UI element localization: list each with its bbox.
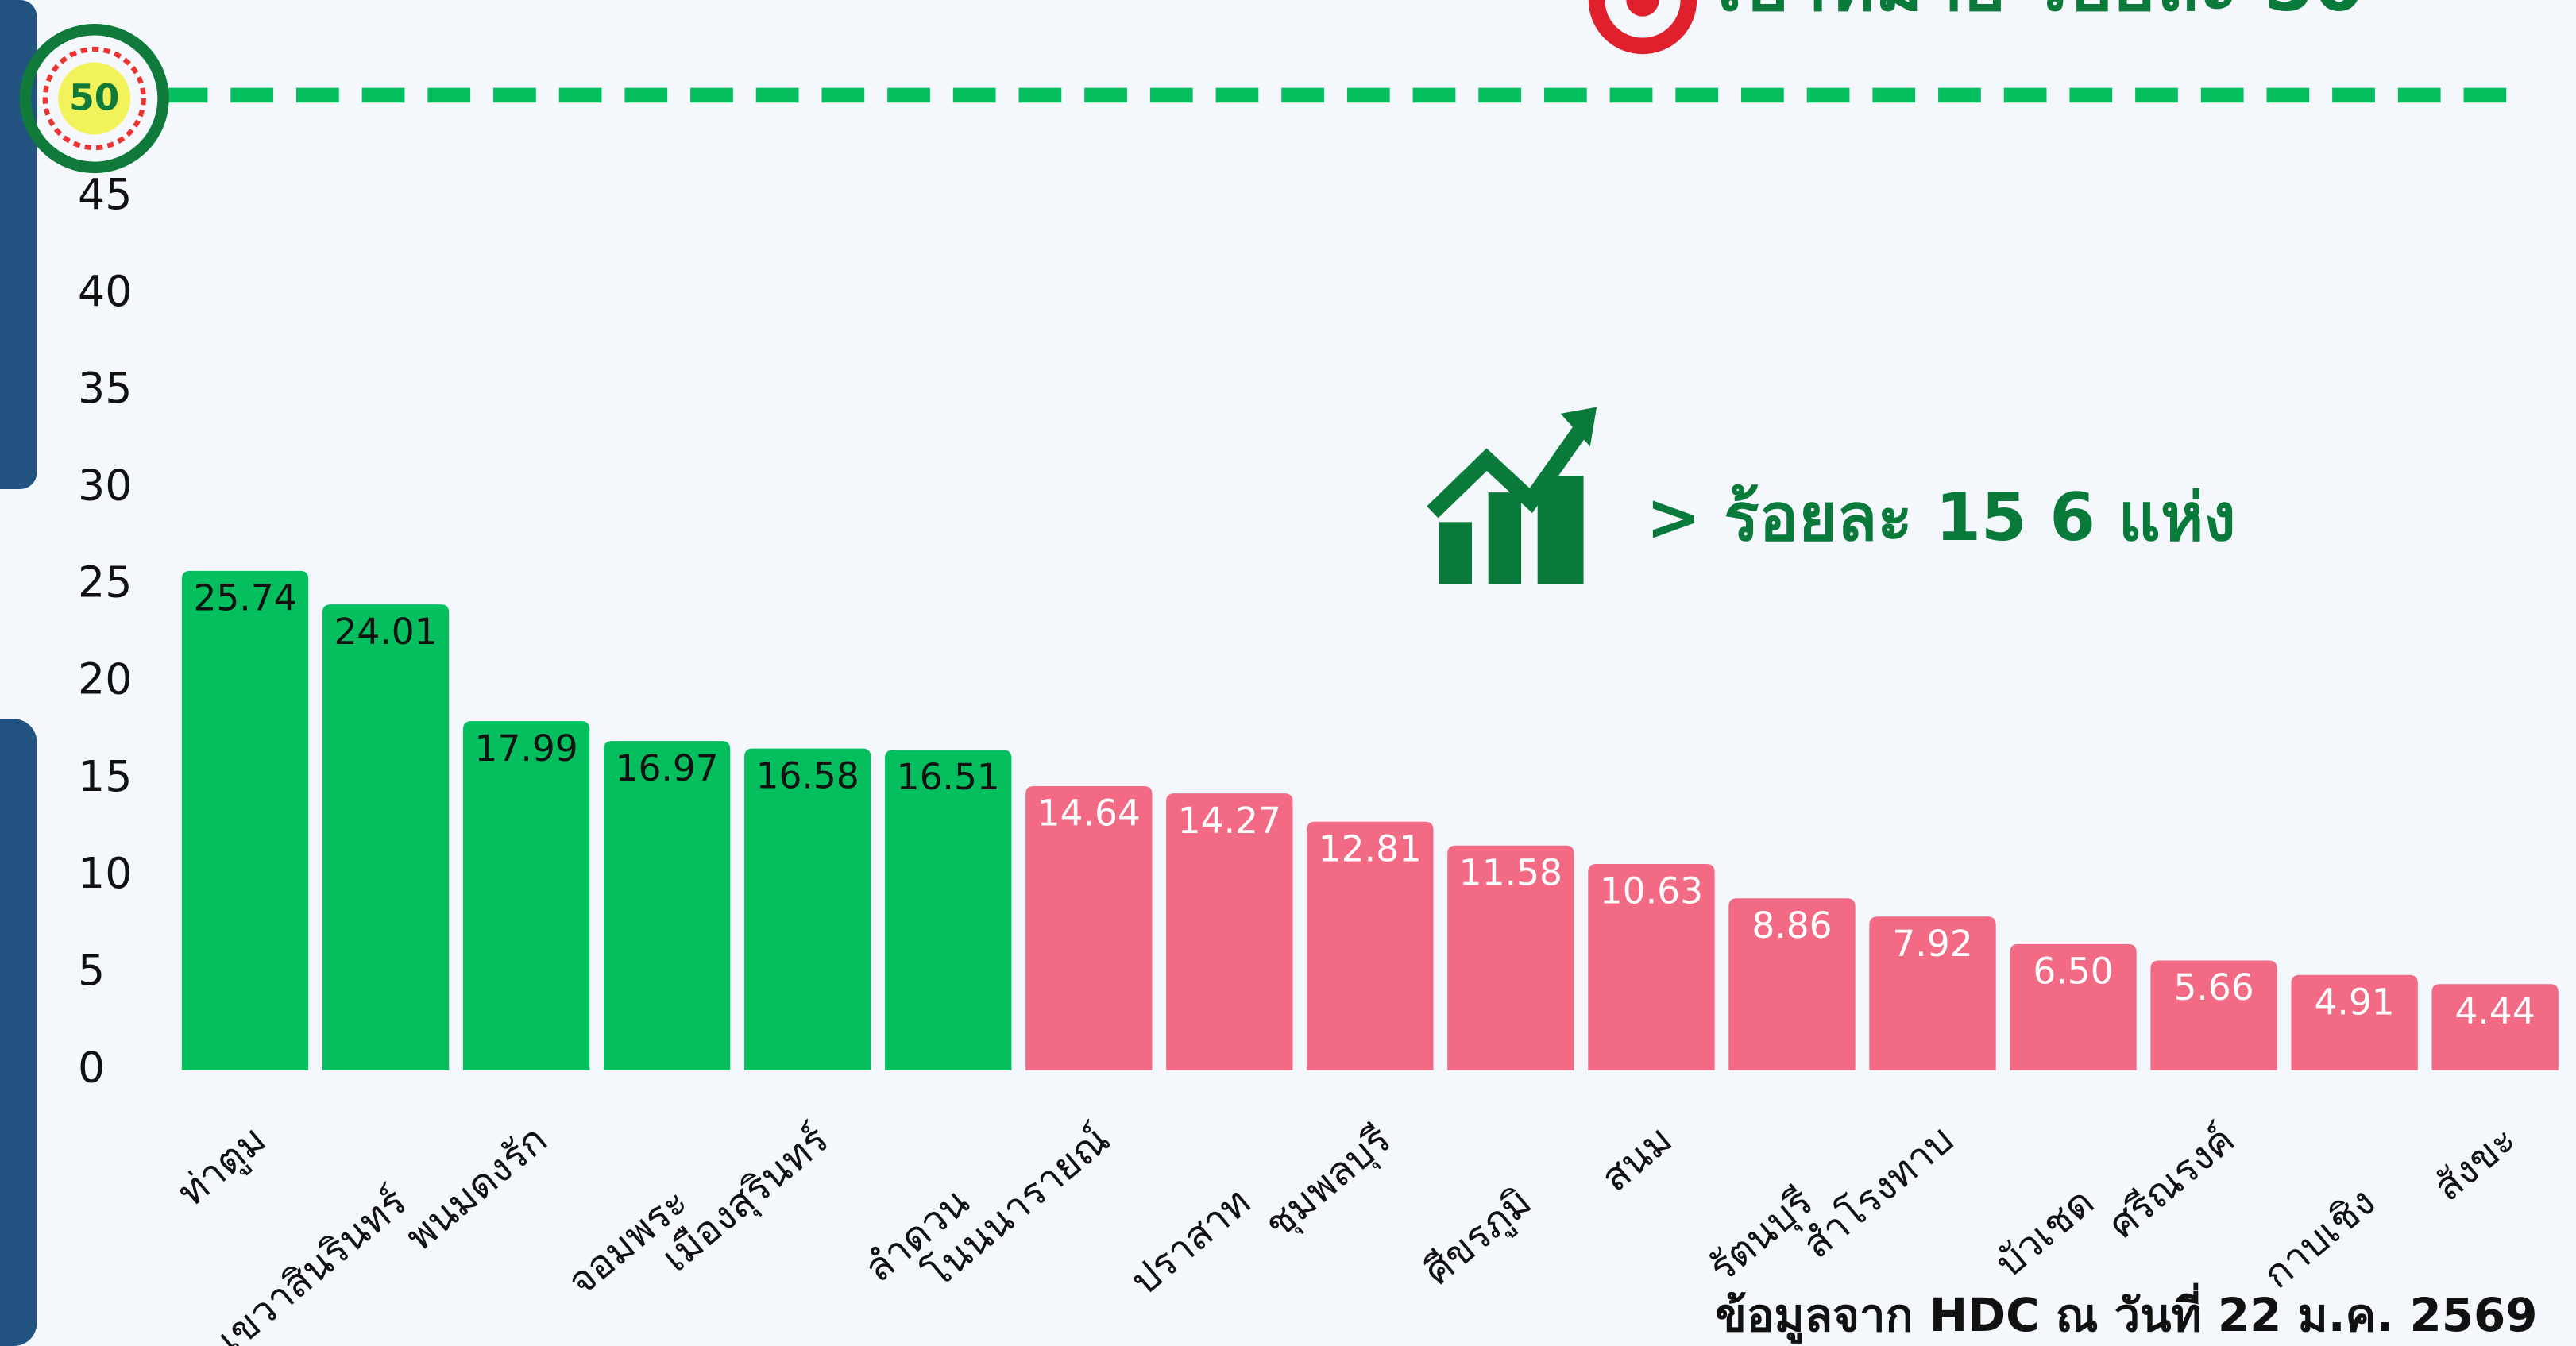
- target-center: [58, 62, 131, 135]
- bar: [2010, 943, 2137, 1070]
- y-tick-label: 20: [78, 654, 132, 704]
- value-label: 10.63: [1600, 870, 1703, 912]
- annotation: > ร้อยละ 15 6 แห่ง: [1646, 480, 2236, 556]
- y-tick-label: 0: [78, 1042, 105, 1092]
- value-label: 14.64: [1037, 793, 1141, 835]
- bar: [1166, 793, 1293, 1070]
- y-tick-label: 15: [78, 751, 132, 801]
- y-tick-label: 35: [78, 363, 132, 413]
- y-tick-label: 30: [78, 460, 132, 510]
- value-label: 16.58: [756, 754, 859, 796]
- source: ข้อมูลจาก HDC ณ วันที่ 22 ม.ค. 2569: [1715, 1282, 2537, 1344]
- trend-icon: [1427, 407, 1597, 584]
- bar: [1447, 845, 1574, 1070]
- y-tick-label: 10: [78, 848, 132, 898]
- bar: [1307, 821, 1434, 1070]
- bar: [2291, 974, 2418, 1070]
- value-label: 11.58: [1459, 852, 1562, 894]
- bar: [462, 721, 590, 1070]
- bar: [2431, 984, 2559, 1070]
- target-icon: [1588, 0, 1697, 55]
- bar: [181, 570, 309, 1070]
- value-label: 14.27: [1178, 800, 1281, 842]
- value-label: 4.91: [2315, 981, 2395, 1023]
- y-tick-label: 40: [78, 266, 132, 316]
- value-label: 6.50: [2033, 951, 2113, 993]
- value-label: 25.74: [193, 577, 296, 619]
- target-label: 50: [69, 77, 119, 119]
- bar: [322, 604, 450, 1070]
- value-label: 16.97: [616, 747, 719, 789]
- y-tick-label: 25: [78, 557, 132, 607]
- y-tick-label: 5: [78, 945, 105, 995]
- value-label: 16.51: [897, 756, 1000, 798]
- target-ring: [42, 46, 146, 151]
- bar: [1588, 864, 1715, 1070]
- bar: [603, 741, 731, 1070]
- value-label: 7.92: [1892, 923, 1972, 965]
- chart-title: เป้าหมาย ร้อยละ 50: [1717, 0, 2364, 28]
- value-label: 24.01: [334, 611, 437, 653]
- bar: [885, 750, 1012, 1070]
- value-label: 12.81: [1319, 827, 1422, 870]
- bar: [744, 748, 871, 1070]
- bar: [1869, 916, 1996, 1070]
- value-label: 17.99: [475, 727, 578, 769]
- target-ring: [19, 23, 169, 174]
- value-label: 8.86: [1751, 904, 1832, 947]
- value-label: 5.66: [2173, 966, 2254, 1009]
- value-label: 4.44: [2455, 990, 2535, 1032]
- bar: [1728, 898, 1856, 1070]
- side-panel: [0, 719, 37, 1346]
- bar: [1025, 786, 1153, 1070]
- y-tick-label: 45: [78, 169, 132, 219]
- bar: [2150, 960, 2277, 1070]
